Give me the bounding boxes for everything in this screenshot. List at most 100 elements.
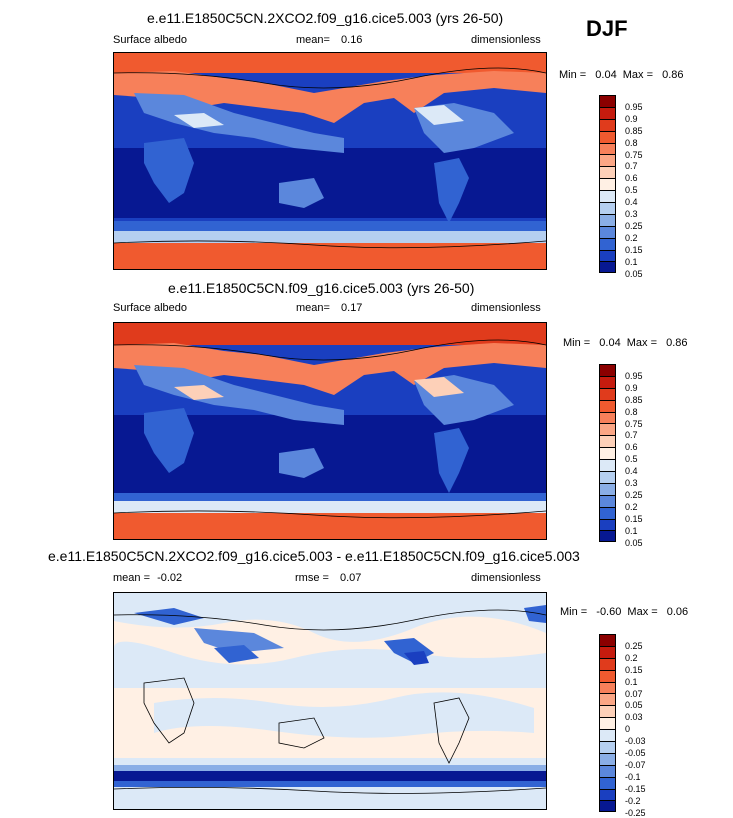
australia-land [279, 178, 324, 208]
colorbar-swatch [599, 202, 616, 214]
arctic-coastline [114, 609, 546, 631]
panel3-rmse-value: 0.07 [340, 572, 362, 584]
panel1-max-label: Max = [622, 69, 654, 81]
colorbar-swatch [599, 375, 616, 388]
colorbar-tick-label: 0.95 [625, 101, 643, 112]
panel2-title: e.e11.E1850C5CN.f09_g16.cice5.003 (yrs 2… [168, 280, 475, 296]
africa-land [144, 408, 194, 473]
colorbar-tick-label: 0.15 [625, 244, 643, 255]
panel1-mean: mean= 0.16 [296, 34, 362, 46]
negative-patches-tropics [154, 692, 534, 738]
colorbar-tick-label: 0.6 [625, 442, 638, 453]
colorbar-tick-label: 0.1 [625, 525, 638, 536]
panel1-min-label: Min = [559, 69, 587, 81]
colorbar-tick-label: 0.8 [625, 406, 638, 417]
colorbar-swatch [599, 435, 616, 448]
sea-ice-edge [114, 501, 546, 515]
colorbar-swatch [599, 776, 616, 789]
arctic-ice [114, 323, 546, 345]
colorbar-tick-label: 0.1 [625, 256, 638, 267]
arctic-ice [114, 53, 546, 73]
scandinavia-loss [134, 608, 204, 625]
panel3-rmse: rmse = 0.07 [295, 572, 361, 584]
colorbar-swatch [599, 693, 616, 706]
panel2-units: dimensionless [471, 302, 541, 314]
colorbar-swatch [599, 752, 616, 765]
panel1-variable-label: Surface albedo [113, 34, 187, 46]
colorbar-swatch [599, 717, 616, 730]
colorbar-tick-label: 0.95 [625, 370, 643, 381]
australia-land [279, 448, 324, 478]
colorbar-tick-label: 0.5 [625, 185, 638, 196]
colorbar-swatch [599, 166, 616, 179]
colorbar-swatch [599, 729, 616, 742]
panel3-map-svg [114, 593, 546, 809]
panel3-colorbar [599, 634, 616, 813]
colorbar-tick-label: 0.03 [625, 712, 643, 723]
panel1-colorbar [599, 95, 616, 274]
colorbar-tick-label: 0.15 [625, 513, 643, 524]
antarctic-coastline [114, 787, 546, 794]
colorbar-swatch [599, 645, 616, 658]
colorbar-swatch [599, 634, 616, 646]
colorbar-tick-label: 0.7 [625, 161, 638, 172]
antarctic-coastline [114, 510, 546, 519]
colorbar-tick-label: 0.07 [625, 688, 643, 699]
panel3-colorbar-labels: 0.25 0.2 0.15 0.1 0.07 0.05 0.03 0 -0.03 -0.05 -0.… [625, 634, 665, 818]
colorbar-tick-label: 0.85 [625, 394, 643, 405]
panel2-min-label: Min = [563, 337, 591, 349]
season-label: DJF [586, 16, 628, 41]
colorbar-swatch [599, 190, 616, 203]
antarctica [114, 513, 546, 539]
colorbar-swatch [599, 800, 616, 813]
colorbar-tick-label: -0.05 [625, 748, 646, 759]
panel1-units: dimensionless [471, 34, 541, 46]
colorbar-swatch [599, 764, 616, 777]
panel3-mean-label: mean = [113, 572, 150, 584]
central-asia-loss [214, 645, 259, 663]
panel1-title: e.e11.E1850C5CN.2XCO2.f09_g16.cice5.003 … [147, 10, 504, 26]
panel1-minmax: Min = 0.04 Max = 0.86 [559, 69, 684, 81]
northern-snow [114, 343, 546, 395]
colorbar-swatch [599, 657, 616, 670]
panel3-mean-value: -0.02 [157, 572, 183, 584]
colorbar-tick-label: 0.4 [625, 197, 638, 208]
colorbar-swatch [599, 423, 616, 436]
colorbar-tick-label: -0.15 [625, 783, 646, 794]
colorbar-swatch [599, 459, 616, 472]
panel2-max-label: Max = [626, 337, 658, 349]
colorbar-tick-label: 0.05 [625, 537, 643, 548]
panel3-min-value: -0.60 [596, 606, 622, 618]
africa-coastline [143, 677, 195, 744]
colorbar-swatch [599, 225, 616, 238]
colorbar-tick-label: 0.4 [625, 466, 638, 477]
panel1-mean-value: 0.16 [341, 34, 363, 46]
colorbar-tick-label: 0.7 [625, 430, 638, 441]
northern-snow [114, 71, 546, 123]
panel3-units: dimensionless [471, 572, 541, 584]
colorbar-swatch [599, 118, 616, 131]
panel2-min-value: 0.04 [599, 337, 621, 349]
panel3-max-value: 0.06 [666, 606, 689, 618]
colorbar-tick-label: 0.2 [625, 652, 638, 663]
southern-ocean-loss-outer [114, 765, 546, 773]
colorbar-tick-label: 0.25 [625, 640, 643, 651]
colorbar-swatch [599, 106, 616, 119]
panel2-map [113, 322, 547, 540]
eurasia-land [134, 365, 344, 425]
colorbar-swatch [599, 237, 616, 250]
colorbar-tick-label: -0.1 [625, 771, 641, 782]
colorbar-tick-label: 0.3 [625, 478, 638, 489]
panel1-map [113, 52, 547, 270]
colorbar-tick-label: 0.25 [625, 220, 643, 231]
colorbar-swatch [599, 518, 616, 531]
arctic-edge-loss [524, 605, 546, 623]
colorbar-swatch [599, 482, 616, 495]
panel3-map [113, 592, 547, 810]
panel2-mean-label: mean= [296, 302, 330, 314]
panel2-colorbar-labels: 0.95 0.9 0.85 0.8 0.75 0.7 0.6 0.5 0.4 0.3 0.25 0.2… [625, 364, 665, 548]
colorbar-tick-label: 0.75 [625, 149, 643, 160]
sea-ice-edge [114, 231, 546, 245]
africa-land [144, 138, 194, 203]
colorbar-swatch [599, 178, 616, 191]
